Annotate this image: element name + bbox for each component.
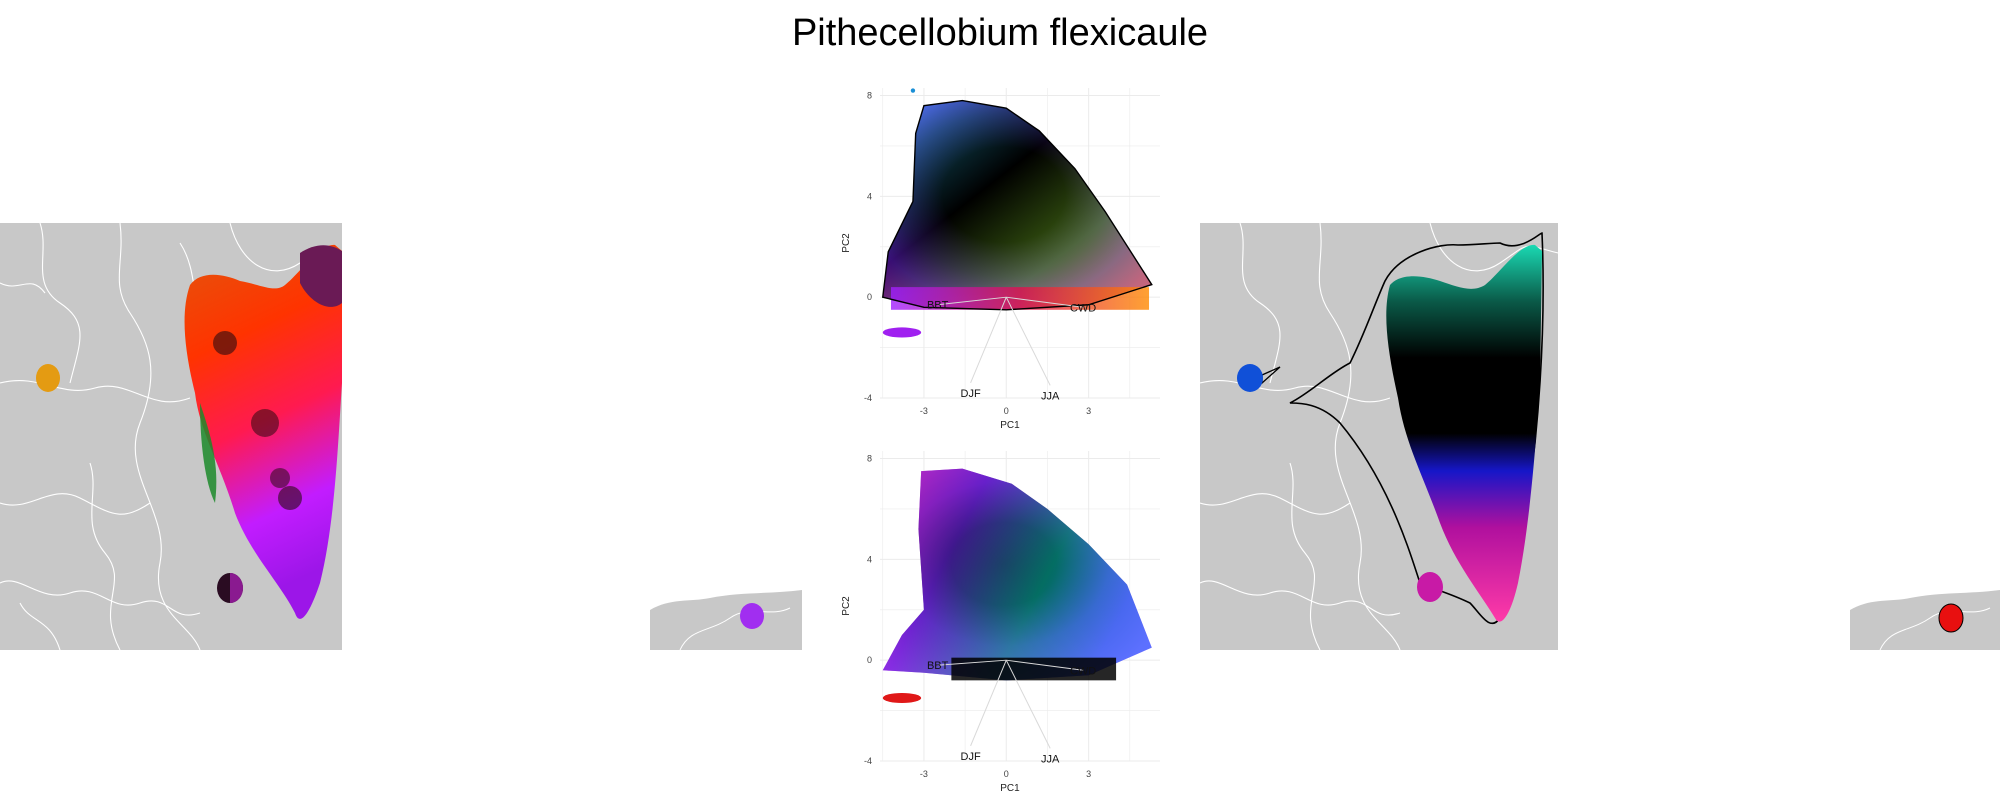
y-tick-label: 8 [867,91,872,101]
right-map-panel [1200,223,1558,650]
pca-vectors: BBT CWD DJF JJA [927,659,1096,765]
vector-label-bbt: BBT [927,300,949,312]
y-tick-label: 0 [867,292,872,302]
x-tick-label: 3 [1086,406,1091,416]
right-map [1200,223,1558,650]
pca-bottom-panel: BBT CWD DJF JJA -3 0 3 -4 0 4 8 PC1 PC2 [830,443,1170,795]
x-tick-label: -3 [920,406,928,416]
outlier-point [910,88,916,93]
vector-label-jja: JJA [1041,753,1060,765]
left-inset-panel [650,588,802,650]
x-axis-label: PC1 [1000,783,1020,794]
climate-envelope-outline [881,99,1153,311]
vector-label-cwd: CWD [1070,665,1096,677]
pca-envelope-plot: BBT CWD DJF JJA -3 0 3 -4 0 4 8 PC1 PC2 [841,88,1160,430]
y-tick-label: 4 [867,191,872,201]
right-inset-map [1850,590,2000,650]
vector-label-cwd: CWD [1070,302,1096,314]
y-tick-label: 8 [867,454,872,464]
y-tick-label: -4 [864,756,872,766]
outlier-cluster [882,327,922,338]
x-tick-label: -3 [920,769,928,779]
vector-label-djf: DJF [961,751,981,763]
right-inset-panel [1850,588,2000,650]
y-axis-label: PC2 [841,596,852,616]
left-map-outlier-orange [36,364,60,392]
x-tick-label: 3 [1086,769,1091,779]
left-map [0,223,342,650]
y-tick-label: 4 [867,554,872,564]
vector-label-jja: JJA [1041,390,1060,402]
pca-vectors: BBT CWD DJF JJA [927,296,1096,402]
left-inset-outlier-purple [740,603,764,629]
outlier-cluster [882,692,922,704]
figure-title: Pithecellobium flexicaule [791,12,1209,54]
right-map-outlier-blue [1237,364,1263,392]
y-tick-label: 0 [867,655,872,665]
x-axis-label: PC1 [1000,420,1020,430]
right-map-outlier-magenta [1417,572,1443,602]
right-inset-outlier-red [1938,603,1964,633]
vector-label-djf: DJF [961,388,981,400]
vector-label-bbt: BBT [927,660,949,672]
left-inset-map [650,590,802,650]
y-tick-label: -4 [864,393,872,403]
right-map-envelope [1289,232,1544,625]
y-axis-label: PC2 [841,233,852,253]
pca-occurrence-plot: BBT CWD DJF JJA -3 0 3 -4 0 4 8 PC1 PC2 [841,451,1160,794]
x-tick-label: 0 [1004,406,1009,416]
left-map-panel [0,223,342,650]
pca-top-panel: BBT CWD DJF JJA -3 0 3 -4 0 4 8 PC1 PC2 [830,80,1170,430]
x-tick-label: 0 [1004,769,1009,779]
right-map-range [1386,244,1542,622]
